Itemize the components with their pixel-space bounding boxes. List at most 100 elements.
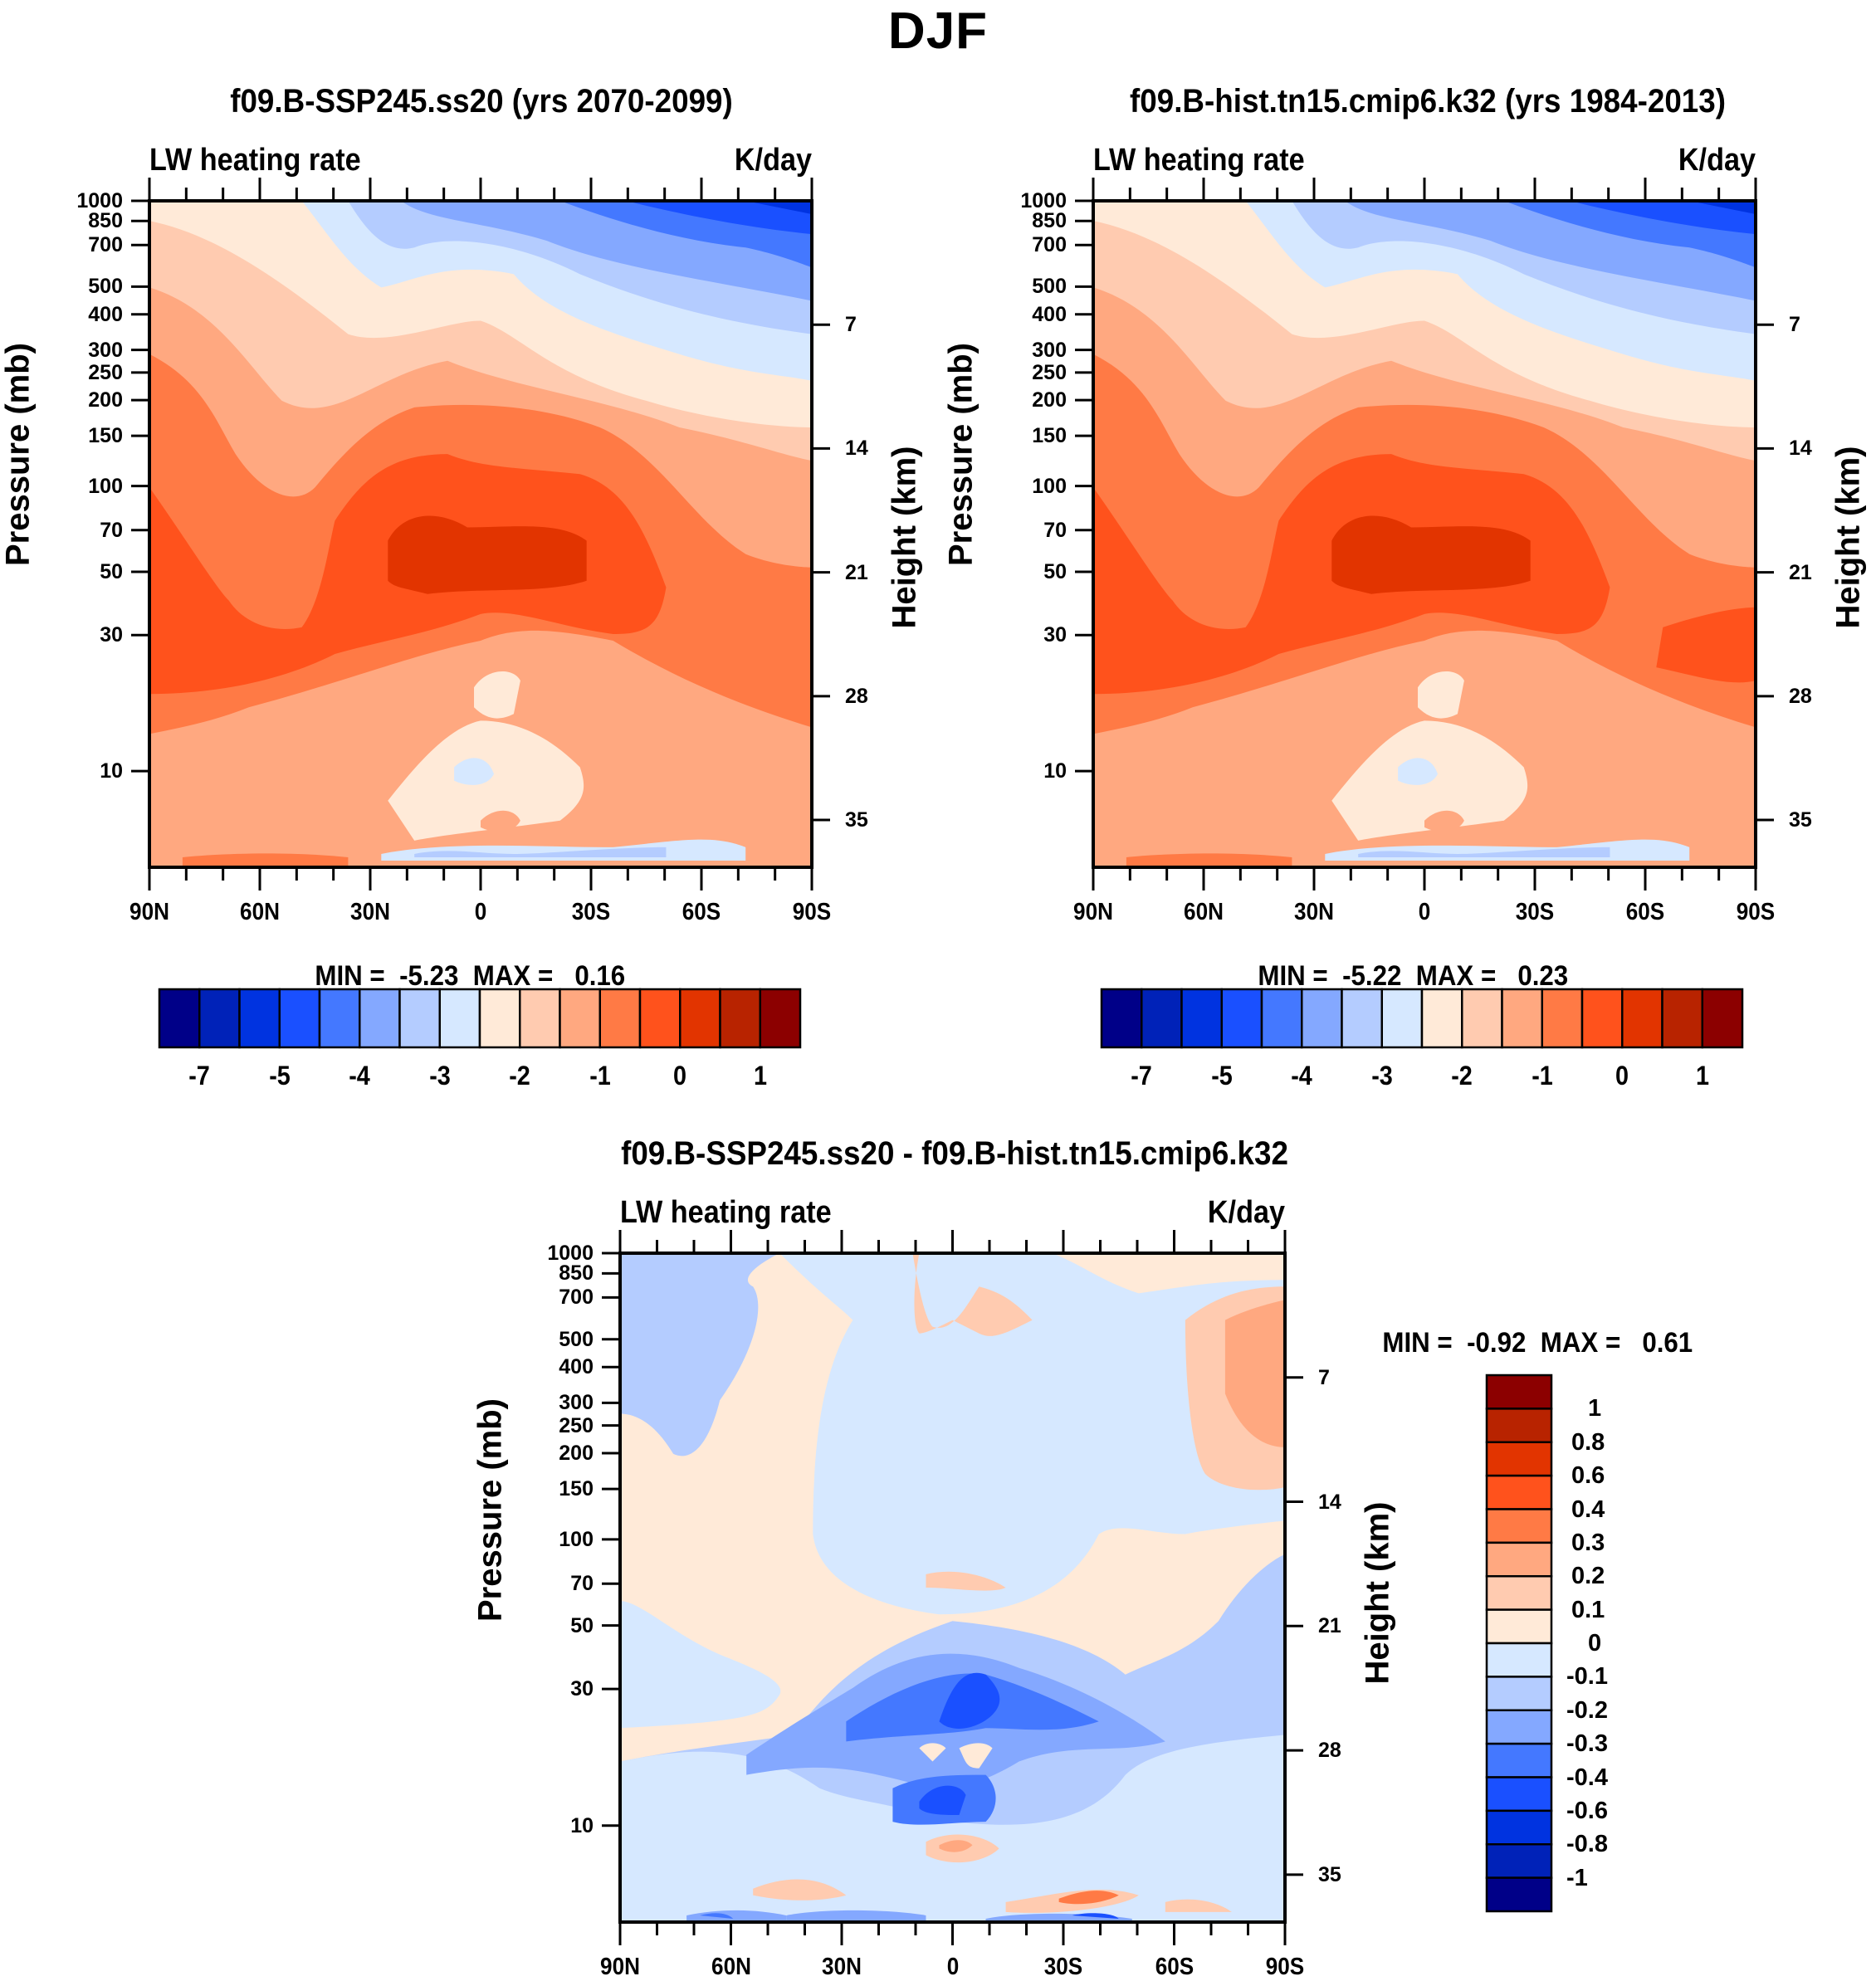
colorbar-label: -2 [1451,1061,1473,1091]
y-tick-label: 100 [1032,474,1067,498]
y-tick-label: 10 [570,1813,594,1837]
panel3-ylabel-right: Height (km) [1359,1501,1396,1685]
colorbar-box [1485,1474,1553,1510]
x-tick-label: 60S [1625,899,1665,925]
colorbar-box [638,988,682,1049]
colorbar-box [1701,988,1744,1049]
y-tick-label: 200 [1032,388,1067,412]
y-tick-label: 250 [559,1413,594,1437]
contour-band [939,1840,973,1852]
colorbar-label: 0.8 [1571,1428,1605,1456]
colorbar-box [1420,988,1463,1049]
colorbar-label: 0.4 [1571,1496,1605,1523]
colorbar-box [1341,988,1383,1049]
colorbar-label: 1 [1695,1061,1709,1091]
y-tick-label: 50 [100,559,123,583]
contour-band [388,515,587,594]
colorbar-label: 0.3 [1571,1529,1605,1556]
panel3-colorbar [1485,1374,1553,1913]
y-tick-label: 300 [1032,338,1067,362]
colorbar-box [1485,1676,1553,1711]
height-tick-label: 35 [845,808,868,832]
height-tick-label: 14 [1789,437,1812,461]
y-tick-label: 70 [570,1572,594,1596]
contour-band [474,671,520,719]
panel3-ylabel: Pressure (mb) [471,1398,509,1622]
contour-band [1656,607,1756,683]
colorbar-box [1485,1441,1553,1477]
colorbar-label: -1 [1531,1061,1553,1091]
contour-band [1424,810,1464,832]
panel3-units: K/day [1207,1195,1285,1230]
colorbar-box [1141,988,1183,1049]
y-tick-label: 70 [100,518,123,542]
y-tick-label: 50 [570,1613,594,1637]
colorbar-box [1180,988,1223,1049]
colorbar-label: -4 [1291,1061,1313,1091]
y-tick-label: 700 [88,233,123,257]
panel2-units: K/day [1678,143,1756,178]
y-tick-label: 250 [88,360,123,384]
contour-band [481,810,520,832]
colorbar-box [759,988,802,1049]
panel1-min: -5.23 [399,960,459,992]
contour-band [700,1913,734,1919]
x-tick-label: 0 [1418,899,1431,925]
y-tick-label: 400 [1032,302,1067,326]
colorbar-box [158,988,201,1049]
y-tick-label: 30 [1043,623,1067,647]
x-tick-label: 60S [682,899,721,925]
height-tick-label: 7 [1789,313,1800,337]
contour-band [745,201,812,215]
colorbar-label: -5 [268,1061,291,1091]
colorbar-box [559,988,601,1049]
y-tick-label: 100 [88,474,123,498]
height-tick-label: 35 [1318,1862,1341,1886]
colorbar-label: -7 [188,1061,211,1091]
colorbar-label: -4 [349,1061,371,1091]
y-tick-label: 300 [88,338,123,362]
contour-band [1358,847,1610,857]
panel3-min: -0.92 [1467,1327,1527,1359]
height-tick-label: 14 [845,437,868,461]
x-tick-label: 0 [946,1954,959,1980]
contour-band [626,201,812,235]
contour-band [1126,853,1292,867]
y-tick-label: 500 [559,1327,594,1351]
panel3-plot [602,1230,1303,1945]
colorbar-box [1380,988,1424,1049]
colorbar-box [1485,1541,1553,1578]
panel1-title: f09.B-SSP245.ss20 (yrs 2070-2099) [230,83,733,120]
panel1-stats: MIN = -5.23 MAX = 0.16 [300,928,625,993]
height-tick-label: 21 [1318,1614,1341,1638]
panel2-min: -5.22 [1342,960,1402,992]
y-tick-label: 850 [1032,209,1067,233]
colorbar-box [679,988,721,1049]
panel3-max: 0.61 [1642,1327,1693,1359]
colorbar-box [1220,988,1263,1049]
panel2-colorbar [1100,988,1744,1049]
colorbar-label: -3 [1370,1061,1393,1091]
x-tick-label: 30N [350,899,390,925]
panel3-stats: MIN = -0.92 MAX = 0.61 [1368,1295,1693,1359]
colorbar-label: 0.2 [1571,1563,1605,1590]
x-tick-label: 60N [1184,899,1224,925]
x-tick-label: 90N [129,899,169,925]
colorbar-box [1661,988,1703,1049]
y-tick-label: 700 [1032,233,1067,257]
colorbar-box [1621,988,1663,1049]
colorbar-label: -1 [589,1061,611,1091]
y-tick-label: 250 [1032,360,1067,384]
colorbar-box [1485,1742,1553,1779]
y-tick-label: 500 [1032,275,1067,299]
colorbar-box [1580,988,1624,1049]
y-tick-label: 400 [559,1355,594,1379]
contour-band [753,1879,847,1900]
colorbar-label: -0.6 [1566,1797,1608,1824]
x-tick-label: 60N [711,1954,751,1980]
y-tick-label: 700 [559,1286,594,1310]
colorbar-label: 0 [673,1061,687,1091]
colorbar-label: -2 [509,1061,531,1091]
colorbar-label: -0.4 [1566,1764,1608,1791]
colorbar-box [1485,1374,1553,1410]
